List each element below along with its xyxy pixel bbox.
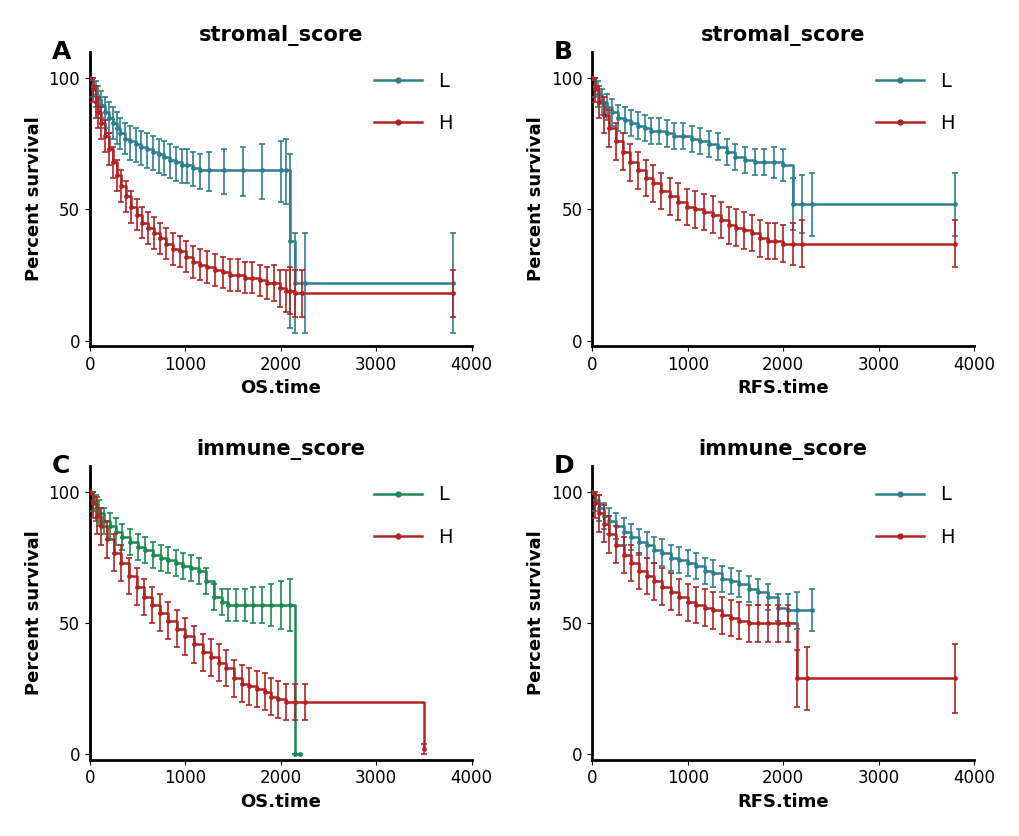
Y-axis label: Percent survival: Percent survival [527,531,545,696]
Title: immune_score: immune_score [196,439,365,460]
Legend: L, H: L, H [865,62,963,143]
Title: immune_score: immune_score [698,439,867,460]
Legend: L, H: L, H [865,476,963,557]
X-axis label: OS.time: OS.time [240,380,321,397]
Text: B: B [553,40,573,64]
X-axis label: RFS.time: RFS.time [737,380,828,397]
Title: stromal_score: stromal_score [700,25,864,46]
Title: stromal_score: stromal_score [199,25,363,46]
Text: D: D [553,454,574,478]
Legend: L, H: L, H [364,62,462,143]
Text: C: C [52,454,70,478]
Legend: L, H: L, H [364,476,462,557]
Y-axis label: Percent survival: Percent survival [527,117,545,282]
X-axis label: OS.time: OS.time [240,793,321,811]
X-axis label: RFS.time: RFS.time [737,793,828,811]
Y-axis label: Percent survival: Percent survival [25,117,43,282]
Y-axis label: Percent survival: Percent survival [25,531,43,696]
Text: A: A [52,40,71,64]
